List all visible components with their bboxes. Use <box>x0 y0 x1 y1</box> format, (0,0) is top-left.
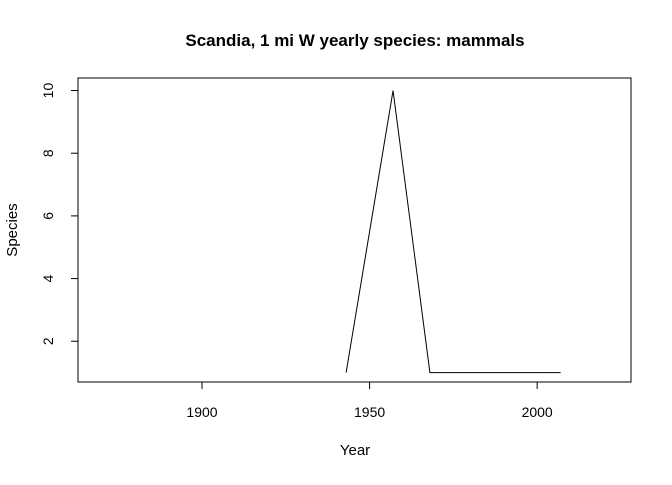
series-layer <box>345 90 561 374</box>
x-tick-label: 1950 <box>354 404 385 420</box>
y-axis-label: Species <box>4 203 21 256</box>
x-axis-label: Year <box>340 442 370 459</box>
series-line <box>345 90 561 374</box>
y-tick-label: 10 <box>40 83 56 99</box>
plot-frame <box>77 77 632 383</box>
x-tick-label: 1900 <box>186 404 217 420</box>
y-axis: 2 4 6 8 10 <box>40 83 79 345</box>
chart-title: Scandia, 1 mi W yearly species: mammals <box>185 31 524 50</box>
y-tick-label: 2 <box>40 337 56 345</box>
x-axis: 1900 1950 2000 <box>186 381 553 420</box>
y-tick-label: 6 <box>40 212 56 220</box>
x-tick-label: 2000 <box>522 404 553 420</box>
y-tick-label: 8 <box>40 149 56 157</box>
y-tick-label: 4 <box>40 274 56 282</box>
